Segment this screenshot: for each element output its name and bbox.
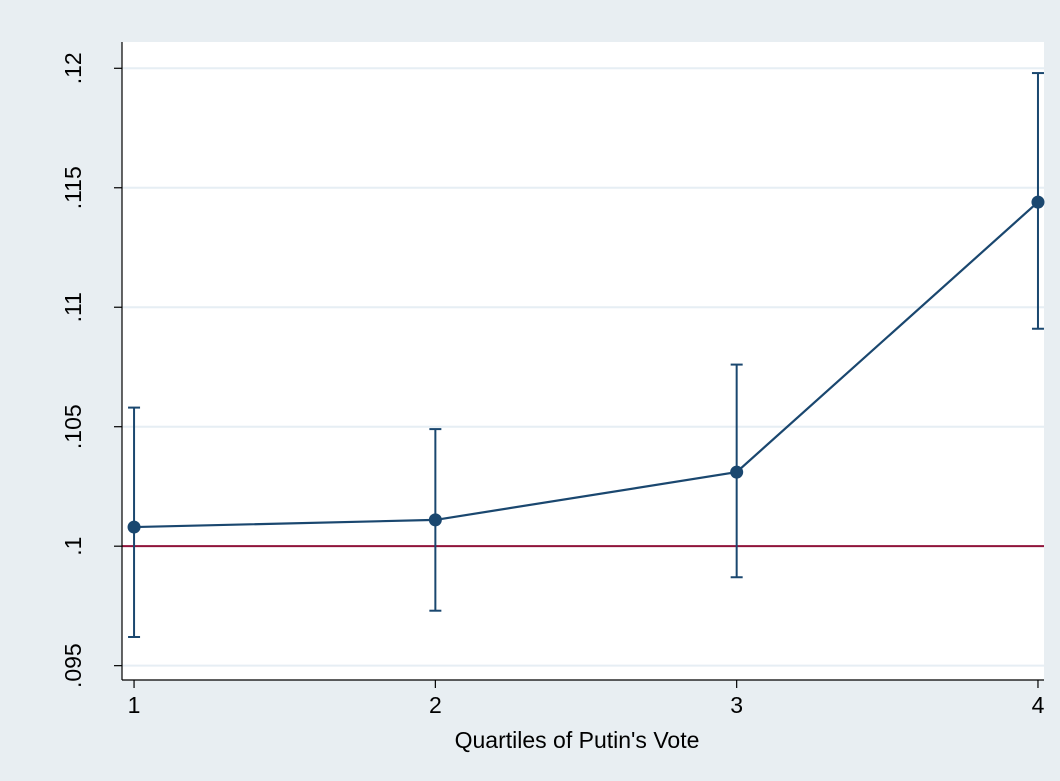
series-line <box>134 201 1039 529</box>
y-tick-label: .105 <box>60 404 86 449</box>
data-point <box>127 520 141 534</box>
y-tick-label: .095 <box>60 643 86 688</box>
x-tick-label: 4 <box>1032 692 1045 718</box>
series <box>127 72 1045 638</box>
axes <box>114 42 1044 688</box>
data-point <box>730 465 744 479</box>
tick-labels: .095 .1 .105 .11 .115 .12 1 2 3 4 <box>60 52 1044 718</box>
y-tick-label: .11 <box>60 292 86 322</box>
plot-area <box>122 42 1044 680</box>
x-tick-label: 3 <box>730 692 743 718</box>
x-tick-label: 1 <box>128 692 141 718</box>
y-tick-label: .12 <box>60 52 86 84</box>
x-tick-label: 2 <box>429 692 442 718</box>
y-tick-label: .115 <box>60 166 86 209</box>
data-point <box>1031 195 1045 209</box>
data-point <box>428 513 442 527</box>
x-axis-title: Quartiles of Putin's Vote <box>455 727 700 753</box>
y-tick-label: .1 <box>60 537 86 556</box>
